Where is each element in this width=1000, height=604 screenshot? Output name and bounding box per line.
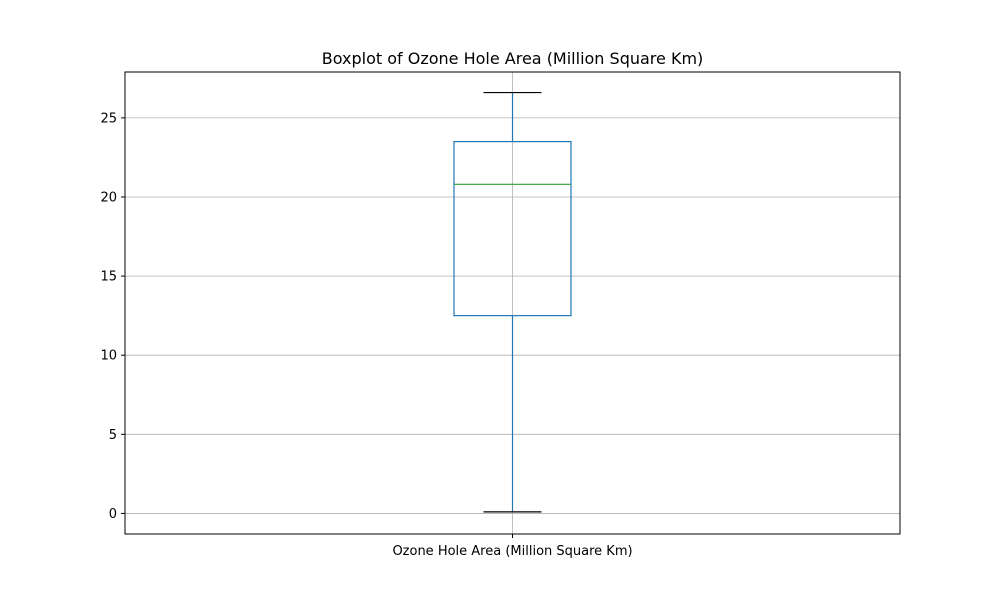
- y-tick-label: 15: [100, 270, 117, 285]
- y-tick-label: 5: [109, 428, 117, 443]
- y-tick-label: 0: [109, 507, 117, 522]
- tick-layer: 0 5 10 15 20 25 Ozone Hole Area (Million Squar…: [100, 111, 632, 559]
- y-tick-label: 25: [100, 111, 117, 126]
- iqr-box: [453, 141, 572, 317]
- chart-title: Boxplot of Ozone Hole Area (Million Squa…: [322, 49, 704, 68]
- plot-layer: [453, 91, 572, 513]
- x-tick-label: Ozone Hole Area (Million Square Km): [392, 544, 632, 559]
- y-tick-label: 10: [100, 349, 117, 364]
- y-tick-label: 20: [100, 190, 117, 205]
